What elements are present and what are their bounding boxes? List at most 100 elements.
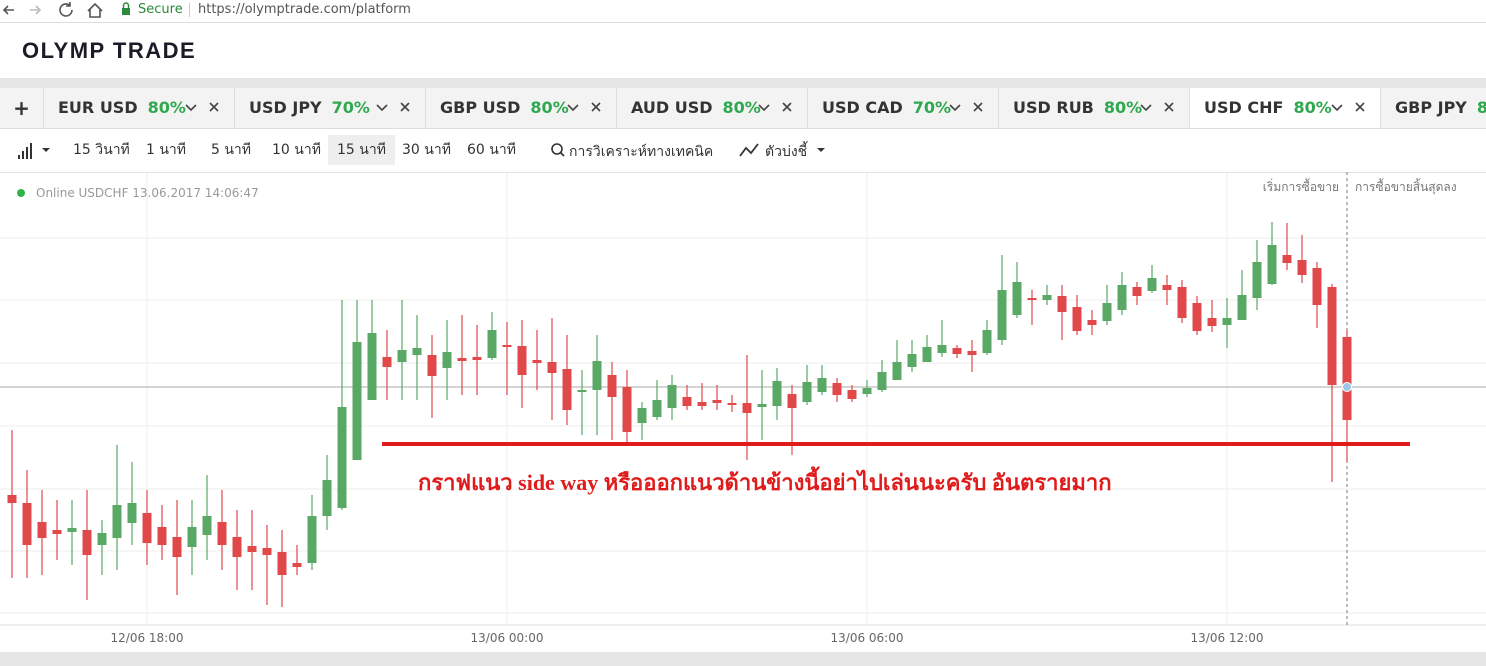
candle-body: [202, 516, 212, 535]
tab-dropdown[interactable]: [949, 104, 961, 112]
x-tick-label: 13/06 12:00: [1191, 631, 1264, 645]
logo[interactable]: OLYMP TRADE: [22, 38, 197, 63]
indicators-button[interactable]: ตัวบ่งชี้: [765, 144, 808, 160]
lock: [122, 2, 130, 15]
tab-controls: [1140, 102, 1174, 112]
x-tick-label: 13/06 06:00: [831, 631, 904, 645]
candle-body: [472, 357, 482, 360]
tab-dropdown[interactable]: [758, 104, 770, 112]
asset-tab[interactable]: GBP USD 80%: [426, 88, 617, 128]
candle-body: [1327, 287, 1337, 385]
tab-controls: [1331, 102, 1365, 112]
analysis-icon: [551, 143, 565, 157]
tab-controls: [758, 102, 792, 112]
pair: USD CAD: [822, 98, 903, 117]
candle-body: [127, 503, 137, 523]
interval-button[interactable]: 15 นาที: [328, 135, 395, 165]
candle-body: [682, 397, 692, 406]
dropdown-caret: [42, 148, 50, 152]
x-tick-label: 13/06 00:00: [471, 631, 544, 645]
chart-type-button[interactable]: [14, 129, 54, 172]
candle-body: [412, 348, 422, 355]
candle-body: [52, 530, 62, 534]
candle-body: [157, 527, 167, 545]
tab-close[interactable]: [400, 102, 410, 112]
pair: GBP JPY: [1395, 98, 1467, 117]
payout: 80%: [1477, 98, 1486, 117]
tab-dropdown[interactable]: [376, 104, 388, 112]
indicators-icon: [739, 143, 759, 157]
lock-shackle: [122, 2, 130, 8]
candle-body: [1267, 245, 1277, 284]
candle-body: [172, 537, 182, 557]
candle-body: [1282, 255, 1292, 263]
asset-tab[interactable]: USD JPY 70%: [235, 88, 426, 128]
trade-end-label: การซื้อขายสิ้นสุดลง: [1355, 178, 1457, 195]
tab-controls: [567, 102, 601, 112]
candle-body: [487, 330, 497, 358]
interval-button[interactable]: 5 นาที: [211, 142, 252, 158]
candle-body: [997, 290, 1007, 340]
asset-tab[interactable]: EUR USD 80%: [44, 88, 235, 128]
payout: 80%: [722, 98, 761, 117]
add-tab[interactable]: +: [0, 88, 44, 128]
secure-label: Secure: [138, 2, 183, 17]
nav-icons: [2, 2, 103, 18]
dropdown-caret: [817, 148, 825, 152]
candle-body: [1147, 278, 1157, 291]
pair: USD RUB: [1013, 98, 1094, 117]
candle-body: [1117, 285, 1127, 310]
candle-body: [637, 408, 647, 423]
candle-body: [97, 533, 107, 545]
home-icon[interactable]: [87, 2, 103, 18]
reload-icon[interactable]: [59, 2, 73, 17]
interval-button[interactable]: 15 วินาที: [73, 142, 130, 158]
interval-button[interactable]: 10 นาที: [272, 142, 321, 158]
candle-body: [1237, 295, 1247, 320]
candle-body: [367, 333, 377, 400]
tab-close[interactable]: [782, 102, 792, 112]
interval-button[interactable]: 60 นาที: [467, 142, 516, 158]
indicators-caret: [817, 148, 825, 152]
tab-dropdown[interactable]: [567, 104, 579, 112]
price-marker: [1342, 382, 1352, 392]
candle-body: [727, 403, 737, 405]
tab-dropdown[interactable]: [1140, 104, 1152, 112]
interval-button[interactable]: 1 นาที: [146, 142, 187, 158]
candle-body: [697, 402, 707, 406]
candle-body: [832, 383, 842, 395]
candle-body: [1312, 268, 1322, 305]
asset-tab[interactable]: AUD USD 80%: [617, 88, 808, 128]
analysis-button[interactable]: การวิเคราะห์ทางเทคนิค: [569, 144, 714, 160]
forward-icon[interactable]: [30, 5, 42, 15]
pair: AUD USD: [631, 98, 713, 117]
candle-body: [982, 330, 992, 353]
candle-body: [922, 347, 932, 362]
toolbar: การวิเคราะห์ทางเทคนิค ตัวบ่งชี้ 15 วินาท…: [0, 129, 1486, 173]
candle-body: [457, 358, 467, 361]
asset-tab[interactable]: GBP JPY 80%: [1381, 88, 1486, 128]
trade-start-label: เริ่มการซื้อขาย: [1263, 178, 1339, 194]
back-icon[interactable]: [2, 5, 14, 15]
candle-body: [1087, 320, 1097, 325]
tab-close[interactable]: [1164, 102, 1174, 112]
magnifier: [551, 143, 563, 155]
tab-dropdown[interactable]: [1331, 104, 1343, 112]
tab-close[interactable]: [209, 102, 219, 112]
candle-body: [1042, 295, 1052, 300]
asset-tab[interactable]: USD RUB 80%: [999, 88, 1190, 128]
candle-body: [802, 382, 812, 402]
url[interactable]: https://olymptrade.com/platform: [198, 2, 411, 17]
tab-close[interactable]: [973, 102, 983, 112]
candle-body: [262, 548, 272, 555]
tab-close[interactable]: [1355, 102, 1365, 112]
candle-body: [187, 527, 197, 547]
candle-body: [1222, 318, 1232, 325]
lock-body: [122, 8, 130, 15]
candle-body: [937, 345, 947, 353]
tab-dropdown[interactable]: [185, 104, 197, 112]
interval-button[interactable]: 30 นาที: [402, 142, 451, 158]
asset-tab[interactable]: USD CAD 70%: [808, 88, 999, 128]
asset-tab[interactable]: USD CHF 80%: [1190, 88, 1381, 128]
tab-close[interactable]: [591, 102, 601, 112]
